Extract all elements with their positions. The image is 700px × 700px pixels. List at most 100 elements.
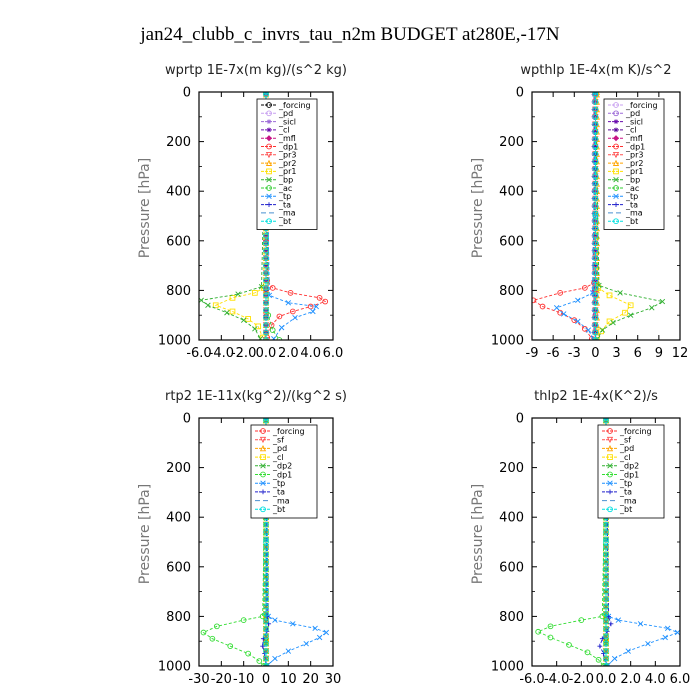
data-point-tp [303,640,309,647]
x-tick-label: -6.0 [519,672,544,687]
legend-marker [266,168,272,175]
x-tick-label: -2.0 [569,672,594,687]
y-tick-label: 200 [166,135,191,150]
legend-marker [612,151,620,159]
data-point-bp [240,317,247,323]
data-point-pr1 [255,323,262,330]
data-point-bt [263,262,269,269]
x-tick-label: -6.0 [186,346,211,361]
x-tick-label: 0.0 [596,672,617,687]
data-point-dp1 [276,313,283,320]
data-point-bt [592,151,599,157]
legend-label: _pr3 [625,151,643,160]
data-point-bt [263,618,269,625]
legend-marker [613,143,619,150]
legend-label: _cl [625,126,637,135]
data-point-bt [603,551,609,558]
data-point-bt [592,247,599,254]
data-point-tp [625,648,631,654]
data-point-bp [627,312,634,318]
data-point-bt [603,536,609,543]
data-point-bp [252,326,258,332]
data-point-bt [592,255,599,262]
legend-marker [607,506,613,513]
data-point-bt [263,307,269,314]
y-tick-label: 600 [499,234,524,249]
figure-title: jan24_clubb_c_invrs_tau_n2m BUDGET at280… [139,24,559,45]
legend-label: _ta [278,200,291,209]
legend-label: _tp [625,192,638,201]
data-point-tp [611,655,618,662]
data-point-bt [603,596,609,602]
legend-marker [607,463,613,469]
legend-marker [266,176,272,183]
data-point-bt [603,521,609,528]
legend-label: _ma [278,209,296,218]
x-tick-label: 3 [612,346,620,361]
legend-marker [612,159,620,166]
legend-marker [266,218,272,225]
data-point-ta [599,636,605,642]
data-point-bt [592,285,599,291]
legend-label: _mfl [278,134,296,143]
x-tick-label: 6.0 [670,672,691,687]
data-point-bt [592,99,599,105]
legend-marker [260,463,266,469]
legend-label: _pd [272,444,287,453]
x-tick-label: -2.0 [231,346,256,361]
y-tick-label: 400 [166,511,191,526]
legend-label: _bp [625,176,640,185]
data-point-dp1 [316,294,323,301]
data-point-bt [592,225,599,232]
data-point-tp [664,625,671,632]
y-axis-label: Pressure [hPa] [137,484,153,584]
legend-label: _pr2 [625,159,643,168]
data-point-tp [589,290,596,296]
legend-label: _cl [272,453,284,462]
data-point-bt [263,322,269,328]
data-point-bp [617,290,623,296]
series-line-dp1 [265,92,327,338]
x-tick-label: -4.0 [209,346,234,361]
data-point-bt [263,329,269,336]
data-point-pr1 [229,308,236,315]
y-tick-label: 1000 [491,660,524,675]
legend-label: _ma [272,496,290,505]
data-point-bt [592,270,599,276]
data-point-bt [263,551,269,558]
data-point-ac [269,327,276,333]
data-point-bt [592,203,599,209]
data-point-bt [592,128,599,135]
y-tick-label: 800 [166,610,191,625]
data-point-bt [592,314,599,321]
data-point-bt [263,529,269,535]
data-point-tp [271,336,277,340]
data-point-bt [263,544,269,550]
data-point-dp1 [200,629,207,636]
panel-2: wpthlp 1E-4x(m K)/s^2 Pressure [hPa] -9 -6-… [470,63,688,361]
legend-marker [606,444,614,452]
legend-marker [259,436,267,444]
legend-label: _ta [619,488,632,497]
data-point-bp [599,327,606,333]
y-tick-label: 200 [499,461,524,476]
series-line-pr1 [214,92,267,338]
data-point-pr1 [627,302,634,309]
legend-label: _sf [619,436,631,445]
legend-label: _sicl [278,117,296,126]
series-line-dp1 [202,418,267,666]
data-point-dp1 [256,658,263,664]
x-tick-label: -6 [547,346,560,361]
data-point-bt [592,210,599,217]
y-tick-label: 800 [499,284,524,299]
panel-title: wpthlp 1E-4x(m K)/s^2 [520,63,671,78]
y-tick-label: 0 [183,86,191,101]
data-point-pr1 [606,292,613,299]
legend-marker [607,480,613,486]
legend-label: _bt [619,505,632,514]
plot-frame [531,91,681,341]
legend-label: _ma [619,496,637,505]
x-tick-label: 9 [655,346,663,361]
legend-label: _dp1 [278,142,298,151]
data-point-bt [263,92,269,95]
